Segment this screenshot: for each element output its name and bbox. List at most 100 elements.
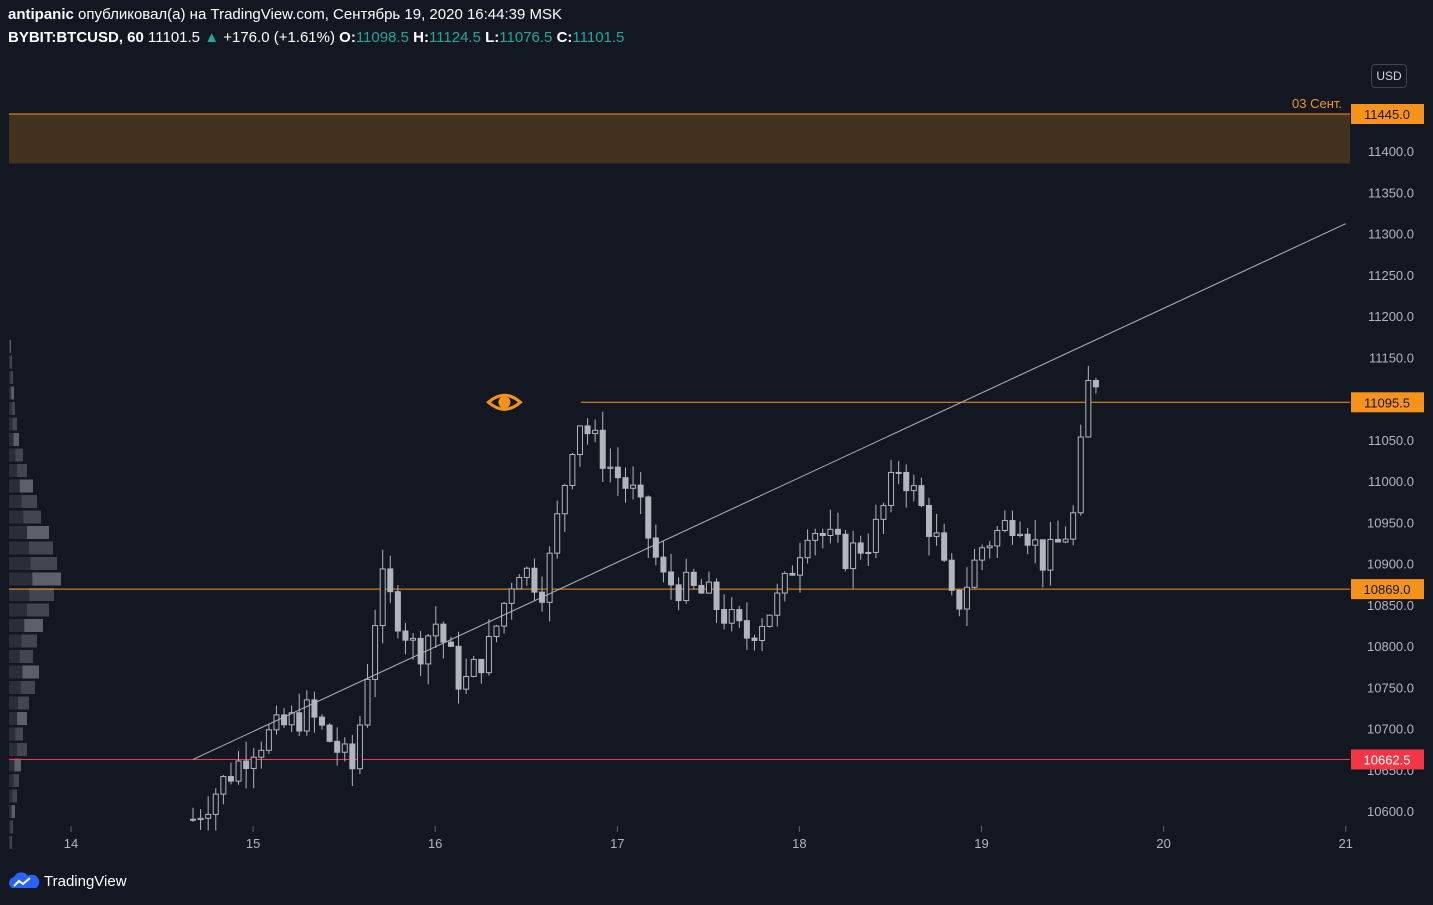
candle-body [713, 581, 720, 610]
y-tick-label: 11050.0 [1368, 433, 1414, 448]
candle-body [447, 641, 454, 647]
open-value: 11098.5 [355, 29, 409, 46]
symbol[interactable]: BYBIT:BTCUSD, 60 [8, 29, 144, 46]
candle-body [341, 743, 348, 753]
volume-bar-part [9, 448, 16, 462]
candle-body [652, 537, 659, 558]
y-tick-label: 10600.0 [1367, 804, 1414, 819]
candle-body [759, 625, 766, 641]
ohlc-legend: BYBIT:BTCUSD, 60 11101.5 ▲ +176.0 (+1.61… [8, 29, 624, 46]
volume-bar-part [9, 557, 31, 570]
volume-bar-part [9, 727, 16, 741]
high-value: 11124.5 [428, 29, 481, 46]
x-tick-label: 17 [610, 836, 624, 851]
x-tick-label: 16 [428, 836, 442, 851]
volume-bar-part [9, 820, 11, 834]
candle-body [857, 542, 864, 554]
volume-bar [9, 774, 19, 787]
volume-bar [9, 355, 12, 369]
y-tick-label: 11300.0 [1368, 227, 1414, 242]
candle-body [614, 466, 621, 479]
low-label: L: [485, 29, 500, 46]
candle-body [1017, 533, 1024, 536]
candle-body [394, 591, 401, 632]
candle-body [994, 529, 1001, 547]
candle-body [212, 793, 219, 815]
price-tag-label: 11445.0 [1364, 107, 1410, 122]
volume-bar [9, 805, 15, 818]
candle-body [205, 813, 212, 819]
candle-body [1070, 512, 1077, 540]
volume-profile [9, 340, 61, 849]
price-tag-label: 11095.5 [1364, 395, 1410, 410]
author[interactable]: antipanic [8, 6, 74, 23]
high-label: H: [413, 29, 429, 46]
candle-body [728, 609, 735, 624]
volume-bar-part [9, 526, 27, 539]
volume-bar [9, 836, 12, 849]
y-tick-label: 11350.0 [1368, 185, 1414, 200]
x-tick-label: 21 [1338, 836, 1352, 851]
volume-bar-part [9, 743, 18, 756]
candle-body [645, 496, 652, 539]
volume-bar-part [9, 464, 18, 477]
candle-body [819, 532, 826, 536]
last-price: 11101.5 [148, 29, 201, 46]
low-value: 11076.5 [499, 29, 553, 46]
candle-body [318, 716, 325, 726]
volume-bar-part [9, 758, 15, 772]
candle-body [872, 518, 879, 553]
price-tag [1351, 104, 1424, 124]
candle-body [273, 714, 280, 731]
time-axis[interactable]: 14 15 16 17 18 19 20 21 [64, 826, 1353, 851]
x-tick-label: 15 [246, 836, 260, 851]
volume-bar-part [9, 340, 10, 353]
y-tick-label: 11200.0 [1368, 309, 1414, 324]
tradingview-logo[interactable]: TradingView [8, 872, 127, 890]
y-tick-label: 10800.0 [1367, 639, 1414, 654]
candle-body [895, 471, 902, 474]
candle-body [1054, 538, 1061, 543]
volume-bar-part [9, 712, 18, 725]
y-tick-label: 10750.0 [1367, 680, 1414, 695]
candle-body [668, 571, 675, 586]
candle-body [485, 635, 492, 674]
candle-body [933, 532, 940, 537]
currency-button[interactable]: USD [1371, 64, 1407, 88]
candle-body [356, 724, 363, 770]
candle-body [721, 608, 728, 624]
candle-body [197, 817, 204, 821]
volume-bar-part [9, 774, 14, 787]
candle-body [804, 539, 811, 559]
volume-bar [9, 371, 13, 384]
zone-rect [9, 114, 1350, 164]
price-tag-label: 10869.0 [1364, 582, 1411, 597]
candle-body [584, 425, 591, 435]
price-axis[interactable]: 11400.0 11350.0 11300.0 11250.0 11200.0 11150… [1351, 104, 1424, 819]
candle-body [1077, 436, 1084, 514]
y-tick-label: 10900.0 [1367, 557, 1414, 572]
volume-bar [9, 417, 17, 431]
candle-body [736, 609, 743, 622]
volume-bar-part [9, 619, 25, 632]
candle-body [1032, 539, 1039, 546]
candle-body [281, 714, 288, 726]
trendline [192, 223, 1346, 760]
candle-body [599, 429, 606, 469]
candle-body [766, 614, 773, 627]
volume-bar-part [9, 603, 27, 617]
candle-body [637, 484, 644, 498]
candle-body [387, 568, 394, 593]
volume-bar-part [9, 495, 22, 508]
candle-body [986, 545, 993, 549]
y-tick-label: 11000.0 [1368, 474, 1414, 489]
volume-bar [9, 820, 13, 834]
candle-body [630, 484, 637, 489]
candle-body [1047, 538, 1054, 571]
candle-body [296, 712, 303, 732]
up-arrow-icon: ▲ [204, 29, 220, 46]
volume-bar [9, 789, 17, 803]
volume-bar-part [9, 836, 11, 849]
y-tick-label: 10700.0 [1367, 722, 1414, 737]
